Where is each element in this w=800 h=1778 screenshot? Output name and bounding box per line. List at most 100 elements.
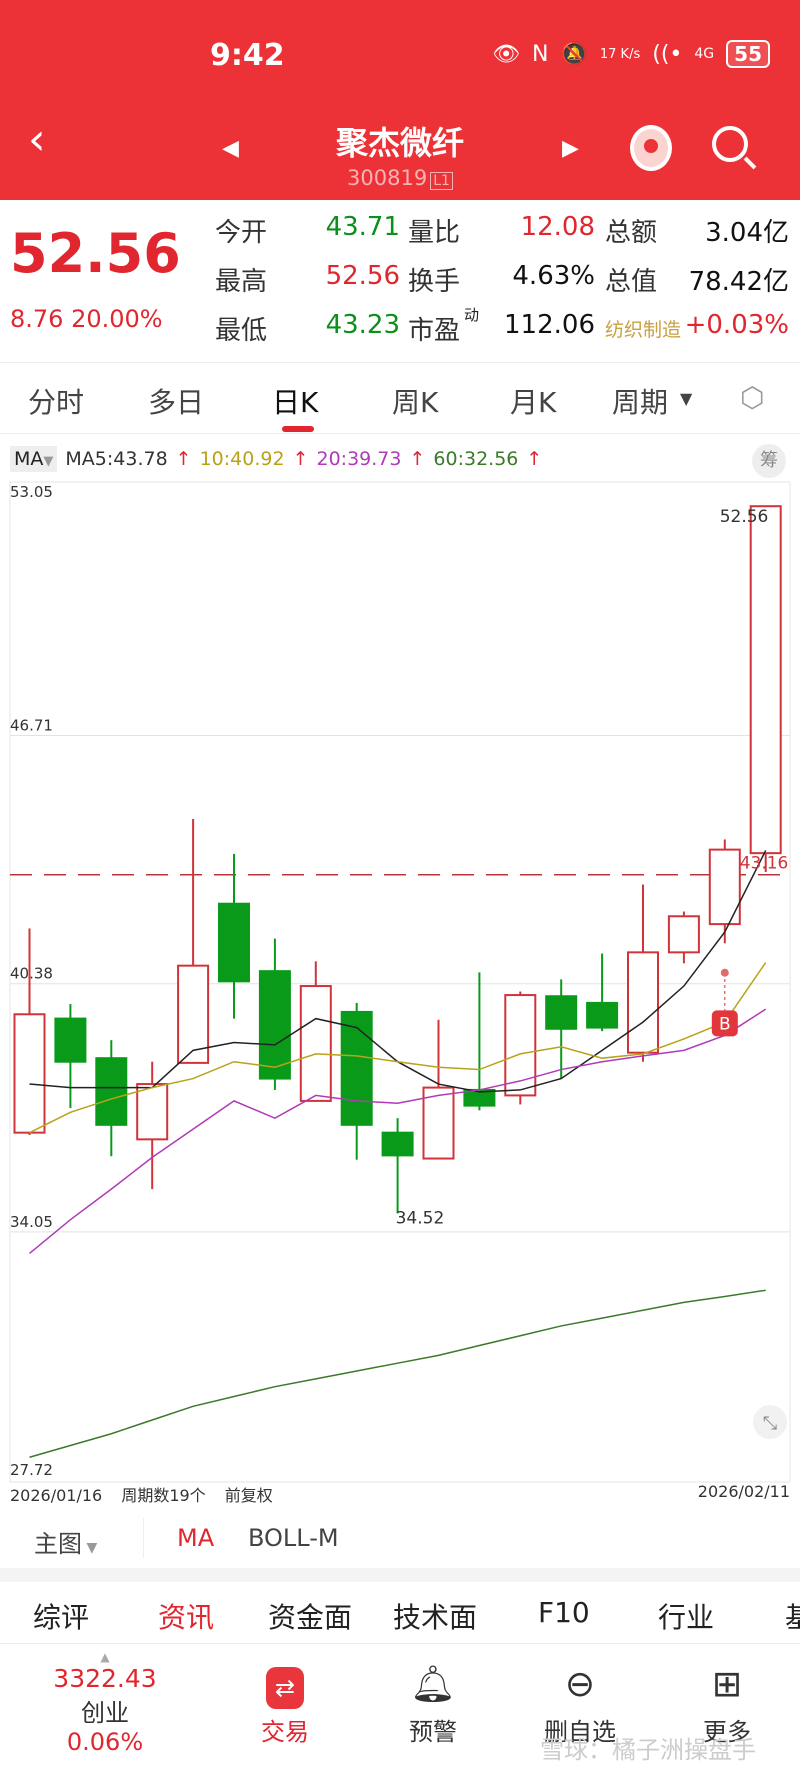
y-tick-label: 27.72 bbox=[10, 1461, 53, 1479]
ma-legend: MA▼ MA5:43.78 ↑ 10:40.92 ↑ 20:39.73 ↑ 60:32… bbox=[10, 446, 542, 472]
info-tab[interactable]: 综评 bbox=[33, 1601, 90, 1634]
mascot-icon[interactable] bbox=[630, 125, 672, 171]
candle-body bbox=[136, 1083, 169, 1141]
period-tab[interactable]: 周期 bbox=[612, 386, 669, 419]
quote-value: 3.04亿 bbox=[705, 218, 789, 248]
candle-body bbox=[586, 1001, 619, 1029]
status-time: 9:42 bbox=[210, 38, 285, 73]
candle-body bbox=[749, 505, 782, 855]
search-icon[interactable] bbox=[712, 126, 748, 162]
candle-body bbox=[177, 964, 210, 1064]
quote-label: 最低 bbox=[215, 316, 268, 346]
back-icon[interactable]: ‹ bbox=[28, 114, 46, 165]
ma10-value: 10:40.92 bbox=[199, 448, 285, 470]
level-badge: L1 bbox=[430, 172, 453, 190]
ma60-value: 60:32.56 bbox=[433, 448, 519, 470]
buy-dot bbox=[720, 968, 729, 977]
candle-body bbox=[545, 995, 578, 1030]
info-tab[interactable]: 行业 bbox=[658, 1601, 715, 1634]
candle-body bbox=[381, 1131, 414, 1157]
candle-body bbox=[708, 848, 741, 926]
remove-watchlist-button[interactable]: ⊖ 删自选 bbox=[530, 1664, 630, 1747]
quote-label: 纺织制造 bbox=[605, 319, 682, 341]
index-ticker[interactable]: ▲ 3322.43 创业 0.06% bbox=[40, 1650, 170, 1756]
ma-selector[interactable]: MA▼ bbox=[10, 446, 58, 472]
settings-hexagon-icon[interactable]: ⬡ bbox=[740, 381, 765, 414]
indicator-boll[interactable]: BOLL-M bbox=[248, 1524, 339, 1552]
y-tick-label: 46.71 bbox=[10, 717, 53, 735]
adjust-mode[interactable]: 前复权 bbox=[224, 1486, 273, 1505]
watermark: 雪球：橘子洲操盘手 bbox=[540, 1736, 756, 1764]
candle-body bbox=[258, 970, 291, 1080]
info-tab[interactable]: 基 bbox=[785, 1601, 800, 1634]
max-price-label: 52.56 bbox=[720, 507, 769, 527]
status-icons: 👁 N 🔕 17 K/s ((• 4G 55 bbox=[492, 40, 770, 68]
candle-body bbox=[627, 951, 659, 1054]
signal-icon: 4G bbox=[694, 46, 715, 62]
index-name: 创业 bbox=[81, 1699, 129, 1727]
quote-label: 市盈 bbox=[408, 316, 461, 346]
chips-button[interactable]: 筹 bbox=[752, 444, 786, 478]
alert-button[interactable]: 🔔︎ 预警 bbox=[393, 1664, 473, 1747]
quote-label: 总额 bbox=[605, 218, 658, 248]
period-tab[interactable]: 日K bbox=[272, 386, 319, 419]
end-date: 2026/02/11 bbox=[697, 1482, 790, 1501]
quote-label: 量比 bbox=[408, 218, 461, 248]
ma-line-ma20 bbox=[29, 1008, 767, 1254]
period-tab[interactable]: 月K bbox=[510, 386, 557, 419]
up-arrow-icon: ↑ bbox=[175, 448, 192, 470]
ma5-value: MA5:43.78 bbox=[65, 448, 168, 470]
info-tab[interactable]: F10 bbox=[538, 1596, 590, 1629]
expand-arrows-icon: ⤡ bbox=[763, 1413, 777, 1434]
up-arrow-icon: ↑ bbox=[526, 448, 543, 470]
info-tabs: 综评 资讯 资金面 技术面 F10 行业 基 bbox=[0, 1582, 800, 1644]
indicator-ma[interactable]: MA bbox=[177, 1524, 215, 1552]
quote-sup: 动 bbox=[464, 306, 480, 324]
period-count: 周期数19个 bbox=[121, 1486, 206, 1505]
more-button[interactable]: ⊞ 更多 bbox=[687, 1664, 767, 1747]
period-tab[interactable]: 多日 bbox=[148, 386, 205, 419]
kline-chart[interactable]: 53.05 46.71 40.38 34.05 27.72 52.56 34.52 43.16… bbox=[0, 480, 800, 1485]
candle-body bbox=[218, 902, 250, 983]
ma-selector-label: MA bbox=[14, 448, 44, 470]
trade-button[interactable]: ⇄ 交易 bbox=[245, 1664, 325, 1747]
info-tab[interactable]: 资金面 bbox=[268, 1601, 353, 1634]
trade-icon: ⇄ bbox=[245, 1664, 325, 1709]
prev-stock-icon[interactable]: ◀ bbox=[222, 136, 239, 161]
header: 9:42 👁 N 🔕 17 K/s ((• 4G 55 ‹ ◀ 聚杰微纤 ▶ 3… bbox=[0, 0, 800, 200]
period-tab[interactable]: 周K bbox=[392, 386, 439, 419]
caret-down-icon: ▼ bbox=[680, 389, 693, 408]
index-value: 3322.43 bbox=[53, 1664, 157, 1693]
candle-body bbox=[13, 1013, 46, 1134]
quote-value: 4.63% bbox=[512, 261, 595, 291]
stock-title: 聚杰微纤 bbox=[335, 124, 464, 162]
code-text: 300819 bbox=[347, 166, 428, 190]
period-tabs: 分时 多日 日K 周K 月K 周期 ▼ ⬡ bbox=[0, 362, 800, 434]
quote-value: 52.56 bbox=[325, 261, 400, 291]
ref-line-label: 43.16 bbox=[740, 854, 789, 874]
active-tab-indicator bbox=[282, 426, 314, 432]
main-chart-selector[interactable]: 主图 ▼ bbox=[34, 1524, 97, 1559]
caret-down-icon: ▼ bbox=[43, 454, 54, 469]
period-tab[interactable]: 分时 bbox=[28, 386, 85, 419]
quote-value: 43.71 bbox=[325, 212, 400, 242]
next-stock-icon[interactable]: ▶ bbox=[562, 136, 579, 161]
info-tab[interactable]: 技术面 bbox=[393, 1601, 478, 1634]
candle-body bbox=[54, 1017, 87, 1063]
mute-icon: 🔕 bbox=[560, 41, 588, 67]
current-price: 52.56 bbox=[10, 222, 181, 285]
caret-down-icon: ▼ bbox=[82, 1540, 98, 1556]
ma-line-ma60 bbox=[29, 1289, 766, 1458]
bell-icon: 🔔︎ bbox=[410, 1664, 456, 1705]
min-price-label: 34.52 bbox=[396, 1208, 445, 1228]
chart-frame bbox=[9, 481, 791, 1483]
candle-body bbox=[95, 1057, 128, 1126]
info-tab[interactable]: 资讯 bbox=[158, 1601, 215, 1634]
expand-icon[interactable] bbox=[753, 1405, 787, 1439]
quote-value: 112.06 bbox=[504, 310, 595, 340]
y-tick-label: 34.05 bbox=[10, 1213, 53, 1231]
candle-body bbox=[422, 1086, 455, 1160]
quote-label: 总值 bbox=[605, 267, 658, 297]
nfc-icon: N bbox=[532, 41, 549, 67]
price-change: 8.76 20.00% bbox=[10, 305, 163, 333]
